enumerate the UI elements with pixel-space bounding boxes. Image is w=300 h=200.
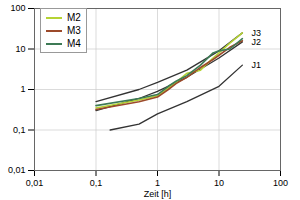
svg-text:100: 100 [10, 3, 25, 13]
svg-text:10: 10 [214, 178, 224, 188]
html-text:M4: M4 [67, 38, 81, 49]
svg-text:0,1: 0,1 [13, 125, 26, 135]
svg-text:10: 10 [15, 44, 25, 54]
svg-text:1: 1 [20, 84, 25, 94]
svg-text:0,01: 0,01 [8, 165, 26, 175]
svg-text:1: 1 [155, 178, 160, 188]
svg-text:J3: J3 [251, 27, 261, 38]
html-text:M3: M3 [67, 25, 81, 36]
svg-text:100: 100 [273, 178, 288, 188]
svg-text:0,1: 0,1 [90, 178, 103, 188]
svg-text:Zeit [h]: Zeit [h] [144, 189, 172, 199]
html-text:M2: M2 [67, 12, 81, 23]
svg-text:0,01: 0,01 [26, 178, 44, 188]
svg-text:J2: J2 [251, 37, 261, 47]
svg-text:J1: J1 [251, 60, 261, 70]
